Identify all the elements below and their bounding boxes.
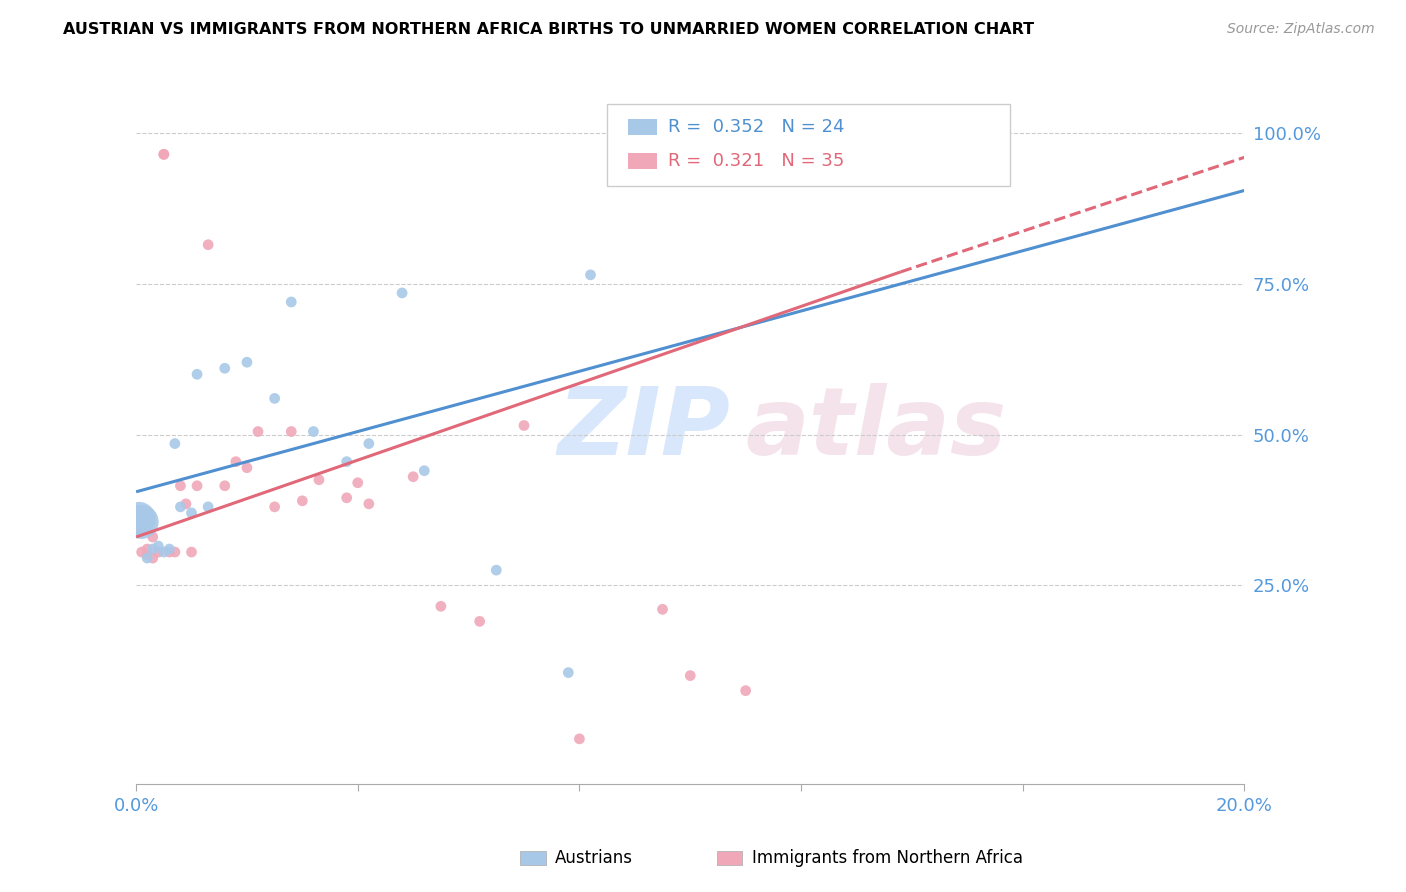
Point bbox=[163, 436, 186, 450]
Point bbox=[280, 425, 302, 439]
Point bbox=[157, 542, 180, 557]
Point bbox=[136, 551, 159, 566]
Point bbox=[413, 464, 436, 478]
Point bbox=[148, 545, 170, 559]
Point bbox=[236, 355, 259, 369]
Point bbox=[391, 285, 413, 300]
Point bbox=[651, 602, 673, 616]
Point bbox=[136, 542, 159, 557]
Point bbox=[734, 683, 756, 698]
Point bbox=[308, 473, 330, 487]
Point bbox=[131, 524, 153, 538]
Point bbox=[485, 563, 508, 577]
Point bbox=[263, 500, 285, 514]
Point bbox=[142, 542, 165, 557]
Point bbox=[128, 512, 150, 526]
Point bbox=[247, 425, 270, 439]
Point bbox=[186, 479, 208, 493]
Point bbox=[131, 515, 153, 529]
Text: R =  0.321   N = 35: R = 0.321 N = 35 bbox=[668, 152, 844, 169]
Point bbox=[468, 615, 491, 629]
Point bbox=[430, 599, 453, 614]
Text: atlas: atlas bbox=[745, 383, 1007, 475]
Point bbox=[197, 237, 219, 252]
Point bbox=[148, 539, 170, 553]
Point bbox=[336, 491, 359, 505]
Point bbox=[346, 475, 368, 490]
Point bbox=[214, 479, 236, 493]
Point bbox=[163, 545, 186, 559]
Point bbox=[579, 268, 602, 282]
Point bbox=[236, 460, 259, 475]
Point bbox=[174, 497, 197, 511]
Point bbox=[153, 147, 176, 161]
Point bbox=[402, 469, 425, 483]
Point bbox=[557, 665, 579, 680]
Point bbox=[280, 295, 302, 310]
Text: Austrians: Austrians bbox=[555, 849, 633, 867]
Point bbox=[263, 392, 285, 406]
Point bbox=[336, 455, 359, 469]
Point bbox=[302, 425, 325, 439]
Point bbox=[169, 479, 191, 493]
Text: Source: ZipAtlas.com: Source: ZipAtlas.com bbox=[1227, 22, 1375, 37]
Point bbox=[225, 455, 247, 469]
Point bbox=[357, 497, 380, 511]
Point bbox=[136, 548, 159, 562]
Point bbox=[131, 545, 153, 559]
Point bbox=[180, 545, 202, 559]
Text: R =  0.352   N = 24: R = 0.352 N = 24 bbox=[668, 118, 845, 136]
Point bbox=[153, 147, 176, 161]
Point bbox=[186, 368, 208, 382]
Text: AUSTRIAN VS IMMIGRANTS FROM NORTHERN AFRICA BIRTHS TO UNMARRIED WOMEN CORRELATIO: AUSTRIAN VS IMMIGRANTS FROM NORTHERN AFR… bbox=[63, 22, 1035, 37]
Point bbox=[513, 418, 536, 433]
Text: ZIP: ZIP bbox=[557, 383, 730, 475]
Point bbox=[180, 506, 202, 520]
Point bbox=[291, 493, 314, 508]
Point bbox=[142, 530, 165, 544]
Point bbox=[157, 545, 180, 559]
Point bbox=[357, 436, 380, 450]
Point bbox=[153, 545, 176, 559]
Point bbox=[568, 731, 591, 746]
Point bbox=[142, 551, 165, 566]
Point bbox=[197, 500, 219, 514]
Point bbox=[928, 136, 950, 150]
Text: Immigrants from Northern Africa: Immigrants from Northern Africa bbox=[752, 849, 1024, 867]
Point bbox=[169, 500, 191, 514]
Point bbox=[214, 361, 236, 376]
Point bbox=[679, 668, 702, 682]
